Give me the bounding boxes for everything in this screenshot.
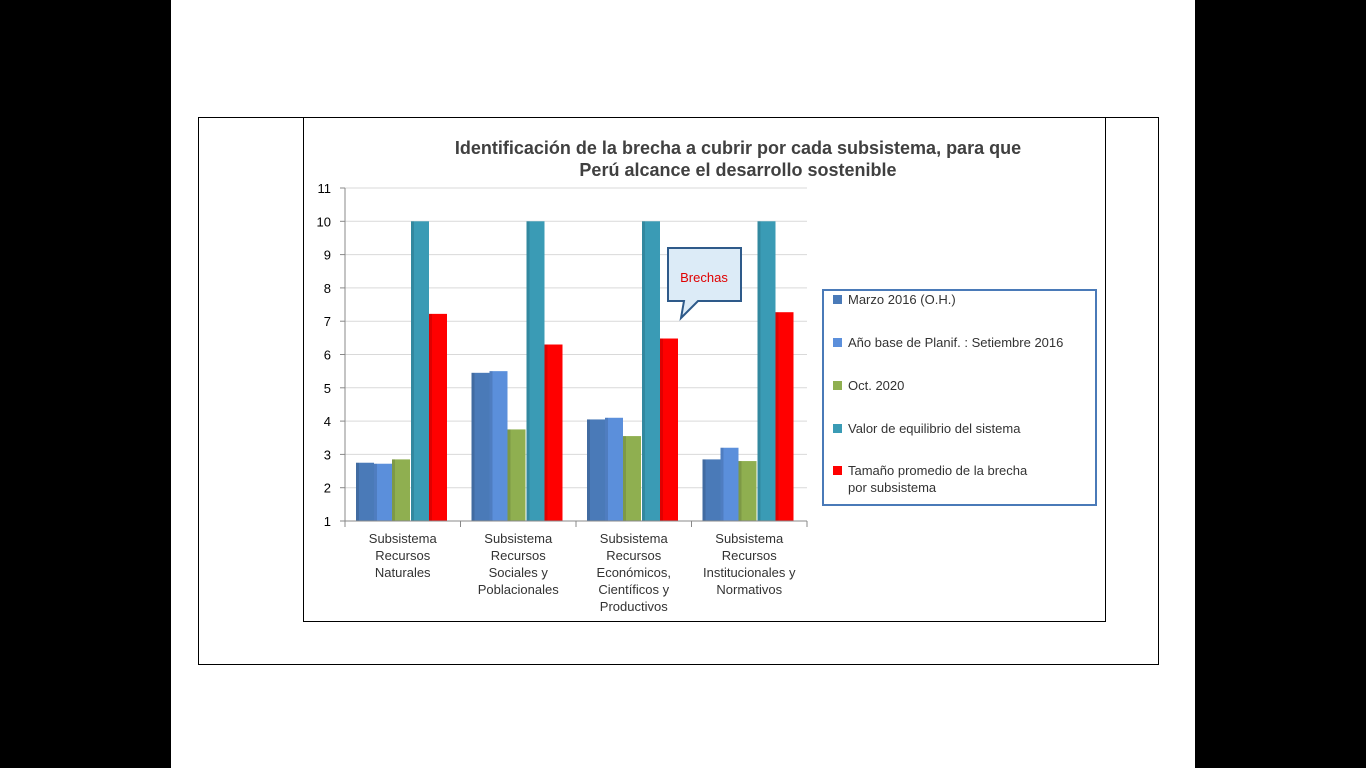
category-label: Subsistema <box>484 531 553 546</box>
chart-title: Identificación de la brecha a cubrir por… <box>455 138 1021 180</box>
bar <box>605 417 623 521</box>
bar-shade <box>605 417 608 521</box>
bar-shade <box>374 463 377 521</box>
bar <box>507 429 526 521</box>
category-label: Productivos <box>600 599 668 614</box>
bar-shade <box>720 447 724 521</box>
y-tick-label: 8 <box>324 281 331 296</box>
legend-label: Año base de Planif. : Setiembre 2016 <box>848 335 1063 350</box>
bar-shade <box>356 462 359 521</box>
bar <box>489 371 508 521</box>
bars <box>356 221 794 522</box>
legend-label: Tamaño promedio de la brecha <box>848 463 1028 478</box>
bar <box>392 459 410 521</box>
bar-shade <box>429 313 432 521</box>
category-label: Económicos, <box>597 565 671 580</box>
bar-shade <box>775 312 779 521</box>
category-label: Recursos <box>491 548 546 563</box>
bar <box>374 463 392 521</box>
bar <box>526 221 545 522</box>
bar-shade <box>587 419 590 521</box>
bar <box>660 338 678 521</box>
y-tick-label: 9 <box>324 248 331 263</box>
bar-shade <box>738 461 742 521</box>
y-tick-label: 3 <box>324 447 331 462</box>
category-label: Poblacionales <box>478 582 559 597</box>
bar-shade <box>471 372 475 521</box>
legend-box <box>822 289 1097 506</box>
callout-bubble <box>667 247 742 321</box>
category-label: Naturales <box>375 565 431 580</box>
bar <box>757 221 776 522</box>
legend-label: Marzo 2016 (O.H.) <box>848 292 956 307</box>
bar <box>587 419 605 521</box>
bar-shade <box>702 459 706 521</box>
category-label: Recursos <box>722 548 777 563</box>
bar <box>720 447 739 521</box>
chart-title-line: Perú alcance el desarrollo sostenible <box>579 160 896 180</box>
category-label: Subsistema <box>369 531 438 546</box>
category-label: Institucionales y <box>703 565 796 580</box>
bar-shade <box>642 221 645 522</box>
legend-label: por subsistema <box>848 480 937 495</box>
bar <box>411 221 429 522</box>
bar <box>544 344 563 521</box>
legend-label: Valor de equilibrio del sistema <box>848 421 1021 436</box>
bar-shade <box>526 221 530 522</box>
legend: Marzo 2016 (O.H.) Año base de Planif. : S… <box>822 289 1097 506</box>
y-tick-label: 7 <box>324 314 331 329</box>
legend-swatch <box>833 338 842 347</box>
bar-shade <box>392 459 395 521</box>
bar <box>775 312 794 521</box>
bar-shade <box>411 221 414 522</box>
bar <box>471 372 490 521</box>
bar-shade <box>660 338 663 521</box>
callout-brechas: Brechas <box>667 247 742 321</box>
axes <box>344 188 808 527</box>
y-tick-label: 6 <box>324 348 331 363</box>
y-tick-label: 5 <box>324 381 331 396</box>
legend-swatch <box>833 295 842 304</box>
category-label: Sociales y <box>489 565 549 580</box>
bar-shade <box>623 436 626 521</box>
category-label: Subsistema <box>715 531 784 546</box>
y-axis-ticks: 1 2 3 4 5 6 7 8 9 10 11 <box>317 181 345 529</box>
bar-shade <box>507 429 511 521</box>
category-label: Científicos y <box>598 582 669 597</box>
category-label: Subsistema <box>600 531 669 546</box>
legend-swatch <box>833 424 842 433</box>
legend-swatch <box>833 466 842 475</box>
bar <box>356 462 374 521</box>
bar <box>702 459 721 521</box>
category-labels: Subsistema Recursos Naturales Subsistema Rec… <box>369 531 796 614</box>
category-label: Recursos <box>375 548 430 563</box>
y-tick-label: 4 <box>324 414 331 429</box>
bar <box>642 221 660 522</box>
legend-label: Oct. 2020 <box>848 378 904 393</box>
y-tick-label: 1 <box>324 514 331 529</box>
bar-shade <box>757 221 761 522</box>
bar <box>738 461 757 521</box>
legend-swatch <box>833 381 842 390</box>
bar <box>429 313 447 521</box>
bar-shade <box>489 371 493 521</box>
y-tick-label: 2 <box>324 481 331 496</box>
bar-shade <box>544 344 548 521</box>
bar <box>623 436 641 521</box>
chart-title-line: Identificación de la brecha a cubrir por… <box>455 138 1021 158</box>
y-tick-label: 11 <box>318 181 332 196</box>
category-label: Normativos <box>716 582 782 597</box>
callout-label: Brechas <box>680 270 728 285</box>
category-label: Recursos <box>606 548 661 563</box>
y-tick-label: 10 <box>317 214 331 229</box>
